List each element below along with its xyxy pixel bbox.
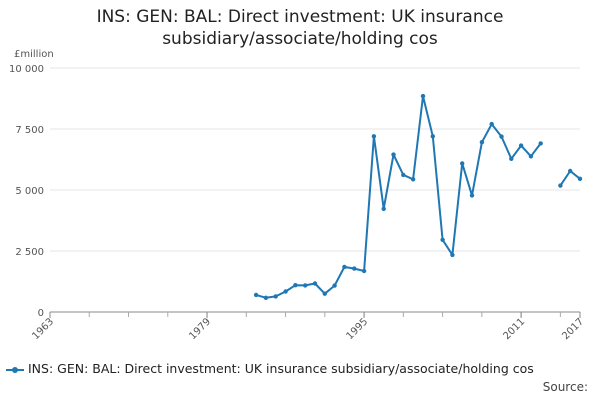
series-line xyxy=(255,95,542,299)
data-point xyxy=(568,168,573,174)
data-point xyxy=(332,283,337,288)
data-point xyxy=(381,206,386,211)
data-point xyxy=(430,134,435,139)
data-point xyxy=(322,291,327,296)
data-point xyxy=(312,281,318,286)
gridlines xyxy=(50,67,580,252)
data-point xyxy=(420,93,426,99)
y-tick-label: 5 000 xyxy=(15,186,44,197)
data-point xyxy=(253,292,259,298)
y-tick-label: 7 500 xyxy=(15,125,44,136)
chart-title-line-1: INS: GEN: BAL: Direct investment: UK ins… xyxy=(96,7,504,27)
data-point xyxy=(489,121,494,127)
data-point xyxy=(263,295,269,300)
legend-label: INS: GEN: BAL: Direct investment: UK ins… xyxy=(28,361,534,376)
data-point xyxy=(401,172,406,178)
data-point xyxy=(293,283,298,288)
data-point xyxy=(479,140,485,145)
x-tick-label: 1995 xyxy=(344,316,370,342)
data-point xyxy=(391,152,396,157)
y-tick-label: 2 500 xyxy=(15,247,44,258)
data-point xyxy=(558,183,563,188)
data-point xyxy=(450,252,455,258)
legend: INS: GEN: BAL: Direct investment: UK ins… xyxy=(6,361,534,376)
data-point xyxy=(371,134,377,139)
data-point xyxy=(440,237,445,242)
data-point xyxy=(499,134,504,139)
chart-title: INS: GEN: BAL: Direct investment: UK ins… xyxy=(0,6,600,50)
x-tick-label: 1963 xyxy=(30,316,56,342)
series-layer xyxy=(253,93,583,300)
data-point xyxy=(303,283,308,288)
data-point xyxy=(518,143,524,148)
chart-title-line-2: subsidiary/associate/holding cos xyxy=(162,29,438,49)
data-point xyxy=(538,141,543,146)
data-point xyxy=(469,193,475,198)
x-tick-label: 2011 xyxy=(501,316,527,342)
x-tick-label: 2017 xyxy=(560,316,586,342)
data-point xyxy=(410,177,416,182)
data-point xyxy=(528,154,534,159)
data-point xyxy=(577,176,583,181)
axes: 0 2 500 5 000 7 500 10 000 1963 1979 1995 2011 20… xyxy=(9,64,586,342)
source-label: Source: xyxy=(542,380,588,394)
data-point xyxy=(283,289,288,294)
data-point xyxy=(361,268,367,274)
y-tick-label: 10 000 xyxy=(9,64,44,75)
data-point xyxy=(352,266,357,271)
data-point xyxy=(273,294,278,299)
y-axis-unit-label: £million xyxy=(14,49,54,60)
x-tick-label: 1979 xyxy=(187,316,213,342)
data-point xyxy=(509,156,514,161)
y-tick-label: 0 xyxy=(38,308,44,319)
legend-swatch-icon xyxy=(6,366,24,373)
data-point xyxy=(342,264,347,270)
data-point xyxy=(460,161,465,166)
